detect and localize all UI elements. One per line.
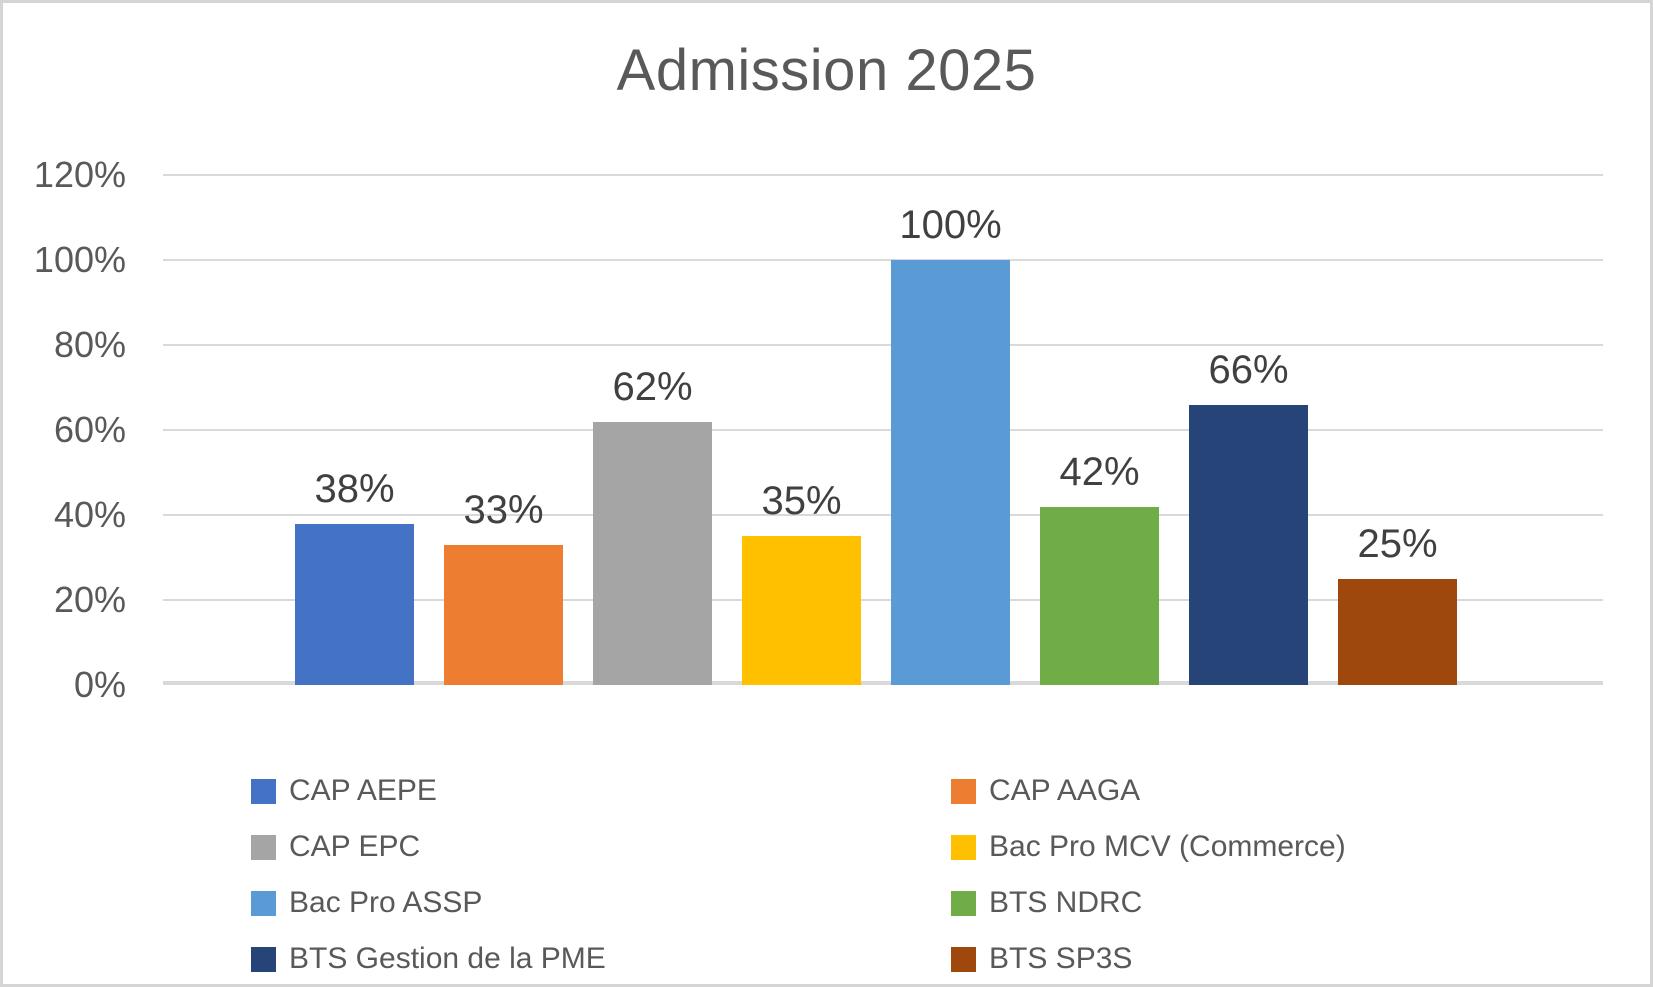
legend-color-marker [951, 778, 976, 804]
legend-label: BTS Gestion de la PME [289, 942, 606, 975]
x-axis-line [163, 681, 1603, 685]
y-axis-tick-label: 120% [33, 154, 126, 195]
legend-item-bts-sp3s: BTS SP3S [951, 931, 1346, 984]
legend-item-bts-gestion-de-la-pme: BTS Gestion de la PME [251, 931, 951, 984]
legend-item-cap-aepe: CAP AEPE [251, 763, 951, 819]
legend-label: CAP AAGA [989, 774, 1141, 807]
bar-bts-ndrc: 42% [1040, 450, 1159, 685]
gridline [163, 429, 1603, 431]
legend-color-marker [251, 946, 276, 972]
gridline [163, 599, 1603, 601]
legend-item-cap-aaga: CAP AAGA [951, 763, 1346, 819]
bars-group: 38% 33% 62% 35% 100% 42% 66% 25% [295, 175, 1457, 685]
bar-bac-pro-assp: 100% [891, 203, 1010, 685]
bar-value-label: 42% [1059, 449, 1140, 494]
legend-color-marker [251, 890, 276, 916]
legend-color-marker [251, 778, 276, 804]
legend-item-bac-pro-assp: Bac Pro ASSP [251, 875, 951, 931]
legend-label: CAP AEPE [289, 774, 437, 807]
legend: CAP AEPE CAP AAGA CAP EPC Bac Pro MCV (Comm… [251, 763, 1346, 984]
legend-label: BTS NDRC [989, 886, 1143, 919]
gridline [163, 259, 1603, 261]
y-axis-tick-label: 0% [73, 664, 126, 705]
legend-color-marker [951, 890, 976, 916]
legend-item-bac-pro-mcv-commerce-: Bac Pro MCV (Commerce) [951, 819, 1346, 875]
bar-value-label: 66% [1208, 347, 1289, 392]
legend-color-marker [251, 834, 276, 860]
y-axis-tick-label: 20% [53, 579, 126, 620]
bar-value-label: 33% [463, 487, 544, 532]
legend-label: CAP EPC [289, 830, 421, 863]
y-axis-tick-label: 80% [53, 324, 126, 365]
bar-cap-aaga: 33% [444, 488, 563, 685]
bar-value-label: 100% [899, 203, 1002, 247]
legend-item-bts-ndrc: BTS NDRC [951, 875, 1346, 931]
y-axis-tick-label: 60% [53, 409, 126, 450]
gridline [163, 514, 1603, 516]
bar-value-label: 25% [1357, 521, 1438, 566]
bar-value-label: 62% [612, 364, 693, 409]
bar-value-label: 35% [761, 479, 842, 524]
bar-bts-sp3s: 25% [1338, 522, 1457, 685]
legend-color-marker [951, 946, 976, 972]
y-axis-tick-label: 40% [53, 494, 126, 535]
legend-label: Bac Pro MCV (Commerce) [989, 830, 1346, 863]
gridline [163, 344, 1603, 346]
legend-color-marker [951, 834, 976, 860]
bar-cap-epc: 62% [593, 365, 712, 685]
legend-label: BTS SP3S [989, 942, 1133, 975]
plot-area: 0% 20% 40% 60% 80% 100% 120% 38% 33% 62% 35% 100% 4… [34, 157, 1603, 703]
bar-bac-pro-mcv-commerce-: 35% [742, 479, 861, 685]
bar-value-label: 38% [314, 466, 395, 511]
legend-item-cap-epc: CAP EPC [251, 819, 951, 875]
y-axis-tick-label: 100% [33, 239, 126, 280]
chart-title: Admission 2025 [616, 38, 1037, 103]
bar-bts-gestion-de-la-pme: 66% [1189, 348, 1308, 685]
gridline [163, 174, 1603, 176]
legend-label: Bac Pro ASSP [289, 886, 483, 919]
bar-cap-aepe: 38% [295, 467, 414, 685]
